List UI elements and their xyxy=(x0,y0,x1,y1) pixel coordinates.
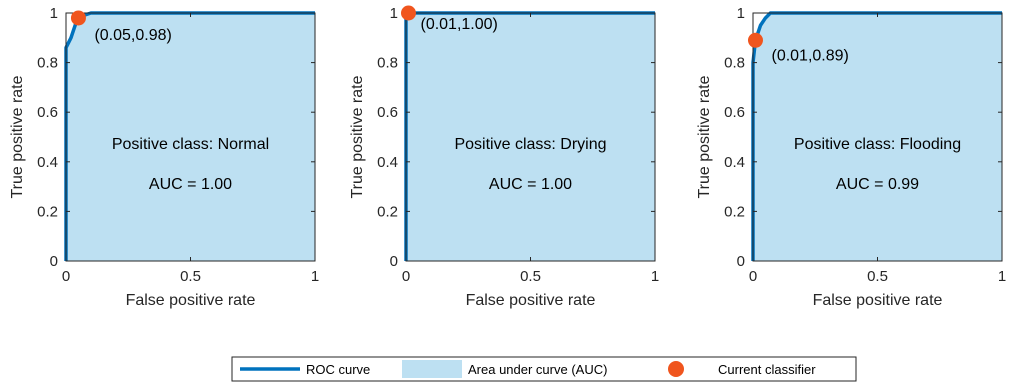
positive-class-label: Positive class: Normal xyxy=(112,136,269,153)
y-tick-label: 0.8 xyxy=(37,55,58,72)
y-tick-label: 1 xyxy=(50,5,58,22)
legend-roc-label: ROC curve xyxy=(306,362,370,377)
current-classifier-point xyxy=(70,10,86,26)
y-tick-label: 0.2 xyxy=(377,203,398,220)
y-tick-label: 0 xyxy=(737,253,745,270)
y-tick-label: 0.2 xyxy=(37,203,58,220)
y-tick-label: 0.4 xyxy=(37,154,58,171)
legend-classifier-label: Current classifier xyxy=(718,362,816,377)
roc-panel-1: 0 0.5 1 0 0.2 0.4 0.6 0.8 1 False positive rate Tr… xyxy=(9,5,319,309)
positive-class-label: Positive class: Flooding xyxy=(794,136,961,153)
auc-value-label: AUC = 0.99 xyxy=(836,176,919,193)
roc-panel-2: 0 0.5 1 0 0.2 0.4 0.6 0.8 1 False positive rate Tr… xyxy=(349,5,659,309)
y-tick-label: 1 xyxy=(737,5,745,22)
x-tick-label: 0.5 xyxy=(867,268,888,285)
classifier-point-label: (0.05,0.98) xyxy=(94,27,171,44)
y-tick-label: 0.8 xyxy=(724,55,745,72)
positive-class-label: Positive class: Drying xyxy=(454,136,606,153)
y-axis-label: True positive rate xyxy=(9,75,26,198)
x-tick-label: 0 xyxy=(62,268,70,285)
y-tick-label: 0.6 xyxy=(37,104,58,121)
x-axis-label: False positive rate xyxy=(813,292,943,309)
auc-area xyxy=(753,13,1002,261)
x-axis-label: False positive rate xyxy=(126,292,256,309)
x-tick-label: 1 xyxy=(651,268,659,285)
legend-auc-swatch xyxy=(402,360,462,378)
roc-panel-3: 0 0.5 1 0 0.2 0.4 0.6 0.8 1 False positive rate Tr… xyxy=(696,5,1006,309)
x-tick-label: 1 xyxy=(311,268,319,285)
classifier-point-label: (0.01,1.00) xyxy=(420,16,497,33)
legend-classifier-swatch xyxy=(668,361,684,377)
auc-area xyxy=(66,13,315,261)
current-classifier-point xyxy=(400,5,416,21)
y-tick-label: 0.8 xyxy=(377,55,398,72)
y-axis-label: True positive rate xyxy=(696,75,713,198)
y-tick-label: 0.6 xyxy=(377,104,398,121)
legend-box xyxy=(231,356,857,382)
legend: ROC curve Area under curve (AUC) Current… xyxy=(231,356,857,382)
y-tick-label: 0.2 xyxy=(724,203,745,220)
x-tick-label: 0.5 xyxy=(180,268,201,285)
y-tick-label: 1 xyxy=(390,5,398,22)
y-axis-label: True positive rate xyxy=(349,75,366,198)
y-tick-label: 0 xyxy=(50,253,58,270)
y-tick-label: 0.4 xyxy=(377,154,398,171)
y-tick-label: 0.6 xyxy=(724,104,745,121)
x-tick-label: 1 xyxy=(998,268,1006,285)
classifier-point-label: (0.01,0.89) xyxy=(771,47,848,64)
y-tick-label: 0.4 xyxy=(724,154,745,171)
current-classifier-point xyxy=(747,32,763,48)
y-tick-label: 0 xyxy=(390,253,398,270)
x-tick-label: 0.5 xyxy=(520,268,541,285)
x-axis-label: False positive rate xyxy=(466,292,596,309)
legend-auc-label: Area under curve (AUC) xyxy=(468,362,607,377)
x-tick-label: 0 xyxy=(402,268,410,285)
auc-value-label: AUC = 1.00 xyxy=(489,176,572,193)
x-tick-label: 0 xyxy=(749,268,757,285)
auc-area xyxy=(406,13,655,261)
auc-value-label: AUC = 1.00 xyxy=(149,176,232,193)
